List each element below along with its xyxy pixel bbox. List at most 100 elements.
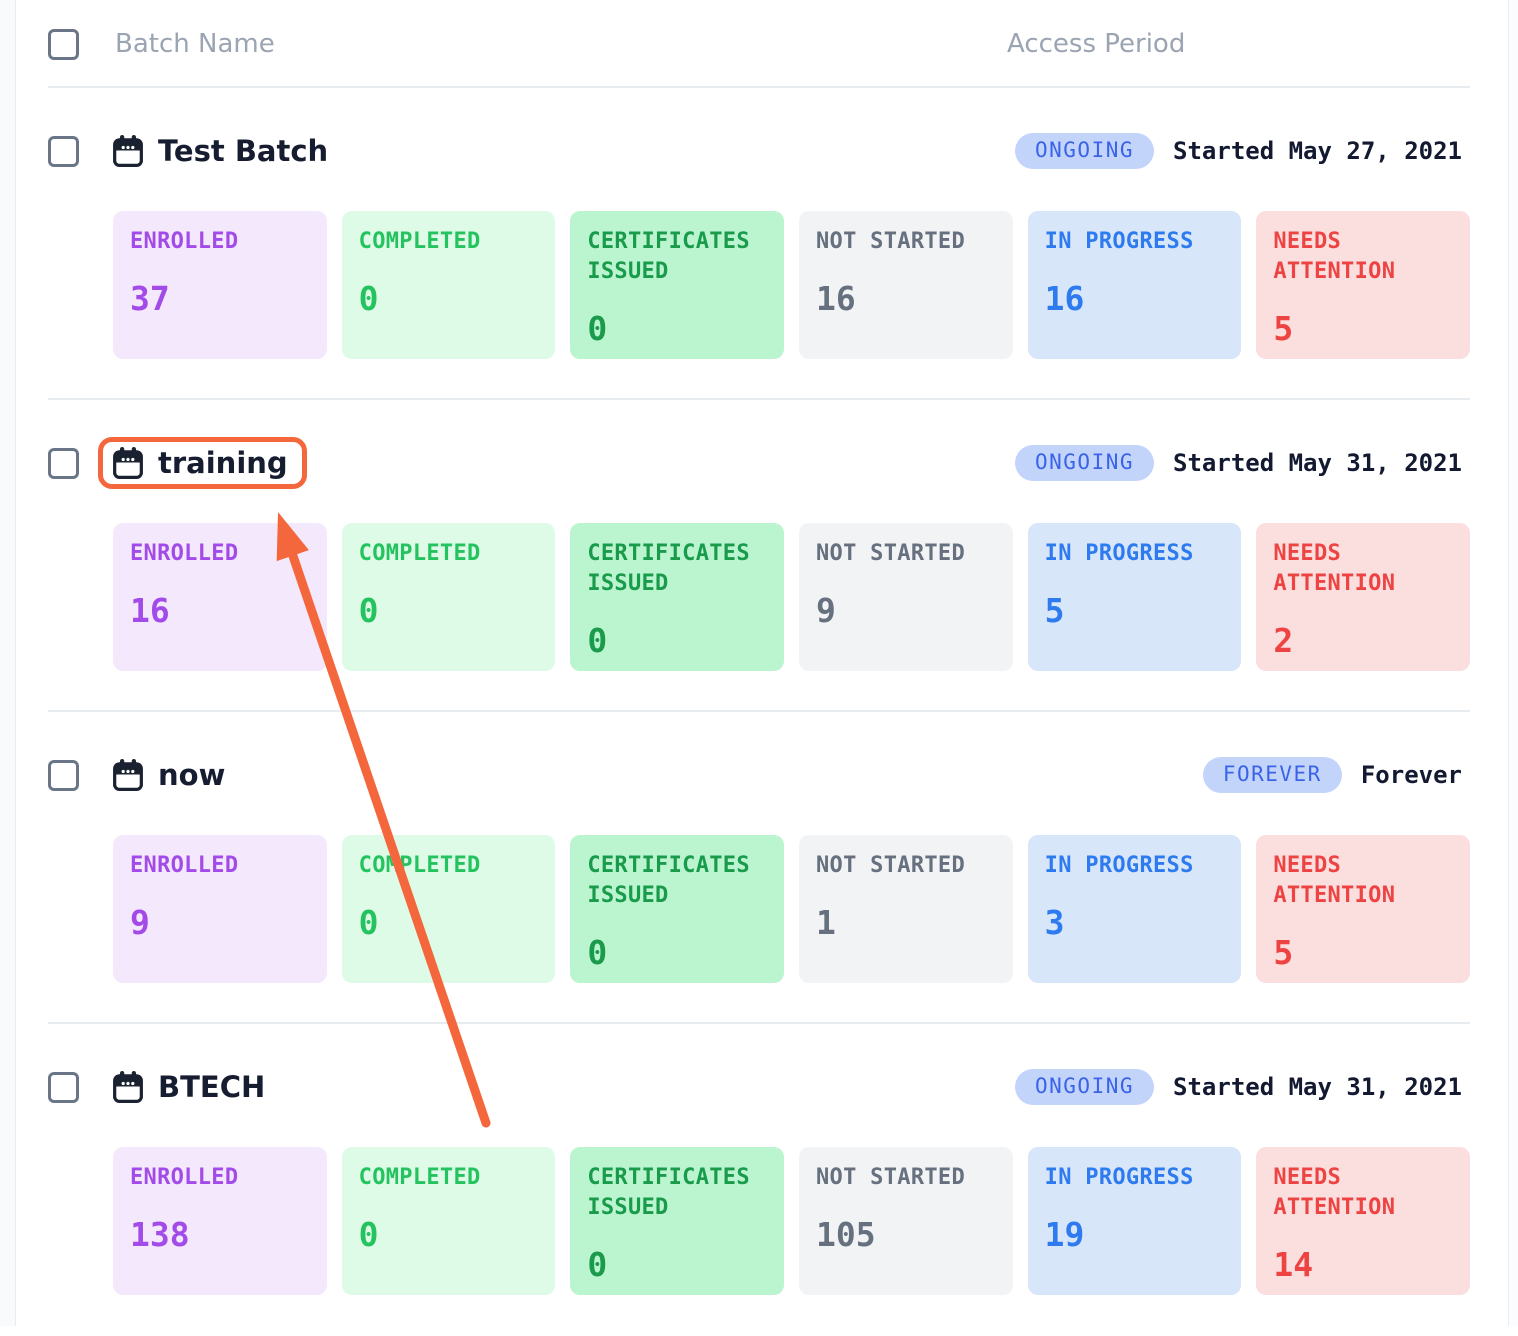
stat-label: CERTIFICATES ISSUED xyxy=(587,853,750,908)
stat-value: 37 xyxy=(130,279,170,318)
batch-name-group[interactable]: training xyxy=(98,437,307,489)
stat-value: 0 xyxy=(358,1215,379,1254)
access-status-badge: FOREVER xyxy=(1202,757,1342,793)
stat-label: NEEDS ATTENTION xyxy=(1273,541,1396,596)
stat-card-enrolled: ENROLLED 9 xyxy=(113,835,327,983)
stat-card-needs-attention: NEEDS ATTENTION 5 xyxy=(1256,211,1470,359)
access-status-badge: ONGOING xyxy=(1015,133,1155,169)
stat-value: 9 xyxy=(130,903,150,942)
calendar-icon xyxy=(113,759,143,791)
stat-value: 0 xyxy=(358,903,379,942)
stat-value: 16 xyxy=(1044,279,1085,318)
stat-label: NOT STARTED xyxy=(816,1165,965,1190)
stat-value: 14 xyxy=(1273,1245,1314,1284)
stat-label: COMPLETED xyxy=(358,1165,481,1190)
left-gutter xyxy=(0,0,16,1326)
batch-title-row: BTECH ONGOING Started May 31, 2021 xyxy=(48,1060,1470,1114)
stat-value: 138 xyxy=(130,1215,190,1254)
batch-name[interactable]: Test Batch xyxy=(158,133,329,168)
batch-title-row: Test Batch ONGOING Started May 27, 2021 xyxy=(48,124,1470,178)
stat-card-completed: COMPLETED 0 xyxy=(341,211,556,359)
batch-row: BTECH ONGOING Started May 31, 2021 ENROL… xyxy=(0,1024,1518,1336)
stat-label: IN PROGRESS xyxy=(1044,853,1194,878)
stat-value: 9 xyxy=(816,591,836,630)
stat-label: ENROLLED xyxy=(130,541,239,566)
stat-label: CERTIFICATES ISSUED xyxy=(587,541,750,596)
stat-card-enrolled: ENROLLED 16 xyxy=(113,523,327,671)
row-checkbox[interactable] xyxy=(48,135,79,167)
stat-label: IN PROGRESS xyxy=(1044,1165,1194,1190)
access-status-badge: ONGOING xyxy=(1015,1069,1155,1105)
stat-value: 2 xyxy=(1273,621,1294,660)
stat-label: CERTIFICATES ISSUED xyxy=(587,1165,750,1220)
stat-card-certificates-issued: CERTIFICATES ISSUED 0 xyxy=(570,835,784,983)
stat-label: NEEDS ATTENTION xyxy=(1273,1165,1396,1220)
stat-card-completed: COMPLETED 0 xyxy=(341,835,556,983)
stat-card-completed: COMPLETED 0 xyxy=(341,523,556,671)
access-period-text: Started May 31, 2021 xyxy=(1173,1073,1462,1101)
batch-title-row: training ONGOING Started May 31, 2021 xyxy=(48,436,1470,490)
stat-card-in-progress: IN PROGRESS 5 xyxy=(1027,523,1242,671)
access-period-group: FOREVER Forever xyxy=(1202,748,1462,802)
batch-name-group[interactable]: Test Batch xyxy=(98,125,347,177)
row-checkbox[interactable] xyxy=(48,447,79,479)
stat-label: NOT STARTED xyxy=(816,541,965,566)
batch-row: training ONGOING Started May 31, 2021 EN… xyxy=(0,400,1518,712)
batch-stats: ENROLLED 138 COMPLETED 0 CERTIFICATES ISSUED… xyxy=(113,1147,1470,1295)
stat-value: 0 xyxy=(587,621,608,660)
stat-card-completed: COMPLETED 0 xyxy=(341,1147,556,1295)
batch-row: now FOREVER Forever ENROLLED 9 COMPLETED 0 C… xyxy=(0,712,1518,1024)
batch-name[interactable]: BTECH xyxy=(158,1069,266,1104)
batch-name[interactable]: training xyxy=(158,445,288,480)
stat-value: 16 xyxy=(130,591,170,630)
batch-stats: ENROLLED 16 COMPLETED 0 CERTIFICATES ISSUED 0… xyxy=(113,523,1470,671)
stat-value: 5 xyxy=(1273,309,1294,348)
calendar-icon xyxy=(113,447,143,479)
stat-label: IN PROGRESS xyxy=(1044,541,1194,566)
access-period-text: Started May 27, 2021 xyxy=(1173,137,1462,165)
access-period-group: ONGOING Started May 31, 2021 xyxy=(1015,1060,1462,1114)
stat-card-not-started: NOT STARTED 1 xyxy=(799,835,1013,983)
stat-label: NOT STARTED xyxy=(816,229,965,254)
stat-card-in-progress: IN PROGRESS 19 xyxy=(1027,1147,1242,1295)
batch-list: Test Batch ONGOING Started May 27, 2021 … xyxy=(0,88,1518,1336)
stat-card-not-started: NOT STARTED 16 xyxy=(799,211,1013,359)
stat-value: 0 xyxy=(358,591,379,630)
stat-value: 19 xyxy=(1044,1215,1085,1254)
right-gutter xyxy=(1508,0,1518,1326)
batch-row: Test Batch ONGOING Started May 27, 2021 … xyxy=(0,88,1518,400)
stat-label: NEEDS ATTENTION xyxy=(1273,229,1396,284)
stat-label: NEEDS ATTENTION xyxy=(1273,853,1396,908)
select-all-checkbox[interactable] xyxy=(48,28,79,60)
stat-value: 0 xyxy=(587,309,608,348)
batch-name[interactable]: now xyxy=(158,757,226,792)
row-checkbox[interactable] xyxy=(48,1071,79,1103)
batch-stats: ENROLLED 9 COMPLETED 0 CERTIFICATES ISSUED 0 N… xyxy=(113,835,1470,983)
stat-label: COMPLETED xyxy=(358,853,481,878)
calendar-icon xyxy=(113,135,143,167)
stat-value: 1 xyxy=(816,903,836,942)
batch-name-group[interactable]: now xyxy=(98,749,244,801)
access-period-text: Forever xyxy=(1360,761,1462,789)
batch-name-group[interactable]: BTECH xyxy=(98,1061,284,1113)
access-period-group: ONGOING Started May 31, 2021 xyxy=(1015,436,1462,490)
stat-value: 105 xyxy=(816,1215,876,1254)
stat-value: 3 xyxy=(1044,903,1065,942)
batch-stats: ENROLLED 37 COMPLETED 0 CERTIFICATES ISSUED 0… xyxy=(113,211,1470,359)
stat-value: 16 xyxy=(816,279,856,318)
stat-label: NOT STARTED xyxy=(816,853,965,878)
stat-card-needs-attention: NEEDS ATTENTION 5 xyxy=(1256,835,1470,983)
stat-value: 0 xyxy=(587,933,608,972)
stat-card-not-started: NOT STARTED 9 xyxy=(799,523,1013,671)
stat-label: ENROLLED xyxy=(130,853,239,878)
row-checkbox[interactable] xyxy=(48,759,79,791)
batch-title-row: now FOREVER Forever xyxy=(48,748,1470,802)
stat-value: 0 xyxy=(587,1245,608,1284)
access-period-column-header: Access Period xyxy=(1007,29,1186,59)
stat-card-certificates-issued: CERTIFICATES ISSUED 0 xyxy=(570,523,784,671)
access-period-group: ONGOING Started May 27, 2021 xyxy=(1015,124,1462,178)
stat-label: COMPLETED xyxy=(358,541,481,566)
stat-card-certificates-issued: CERTIFICATES ISSUED 0 xyxy=(570,211,784,359)
access-status-badge: ONGOING xyxy=(1015,445,1155,481)
calendar-icon xyxy=(113,1071,143,1103)
